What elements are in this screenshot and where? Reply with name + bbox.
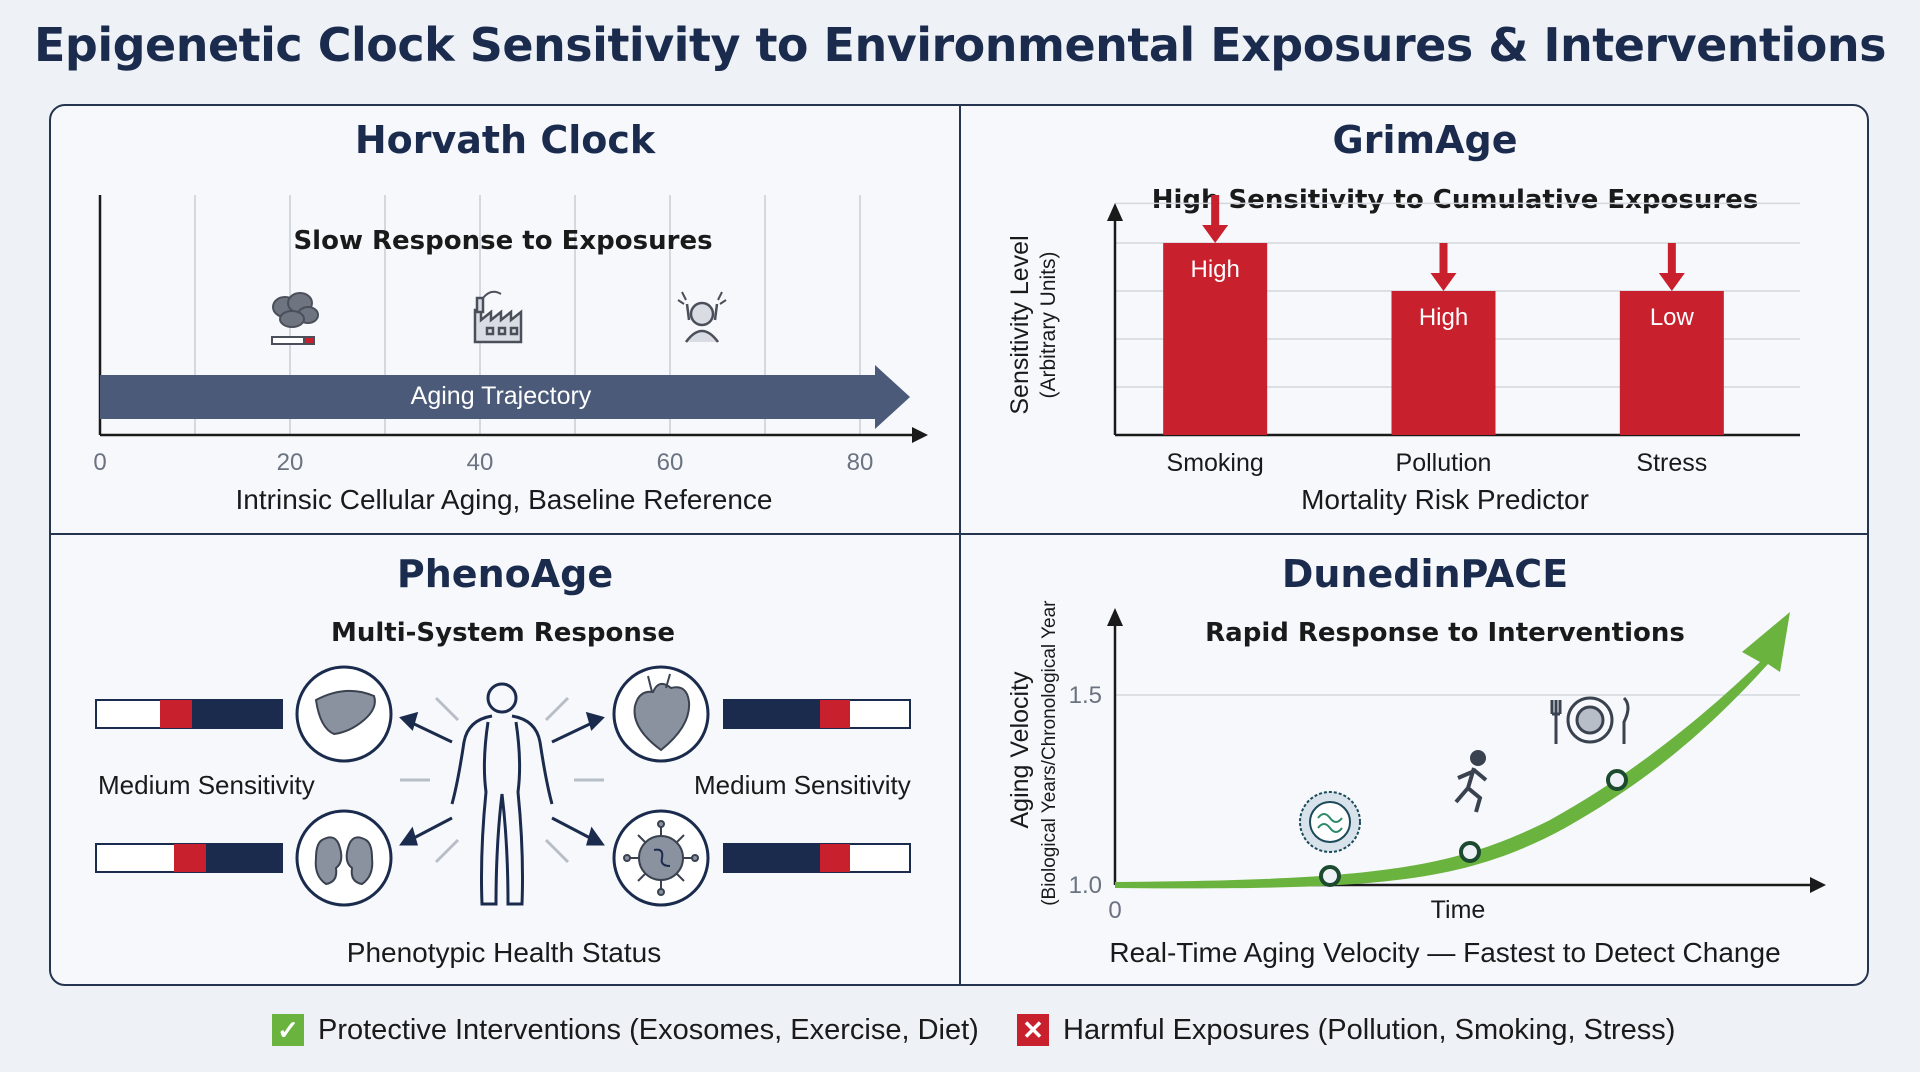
pheno-right-label: Medium Sensitivity (694, 770, 911, 800)
sensitivity-bar-left-top (95, 699, 283, 729)
dunedin-ytick: 1.5 (1069, 682, 1102, 709)
dunedin-caption: Real-Time Aging Velocity — Fastest to De… (1109, 937, 1781, 968)
vertical-divider (959, 104, 961, 986)
legend-protective: ✓ Protective Interventions (Exosomes, Ex… (272, 1012, 979, 1048)
phenoage-subtitle: Multi-System Response (330, 618, 675, 648)
grimage-category-label: Stress (1636, 449, 1707, 477)
running-icon (1454, 750, 1488, 813)
curve-point (1319, 865, 1341, 887)
legend-protective-label: Protective Interventions (Exosomes, Exer… (318, 1013, 979, 1046)
kidney-circle (295, 809, 393, 907)
factory-icon (473, 290, 523, 344)
dunedin-ylabel2: (Biological Years/Chronological Year) (1039, 600, 1060, 906)
dunedin-x0: 0 (1108, 897, 1121, 924)
aging-velocity-curve (1115, 612, 1790, 889)
dunedin-title: DunedinPACE (1281, 552, 1569, 596)
grimage-down-arrow-icon (1202, 195, 1229, 243)
curve-point (1606, 769, 1628, 791)
grimage-bar-label: Low (1650, 304, 1695, 331)
phenoage-caption: Phenotypic Health Status (346, 937, 662, 968)
phenoage-diagram (95, 665, 911, 907)
curve-point (1459, 841, 1481, 863)
liver-icon (314, 689, 376, 736)
legend-harmful-label: Harmful Exposures (Pollution, Smoking, S… (1063, 1013, 1676, 1046)
human-body-icon (450, 682, 554, 906)
horvath-tick: 0 (93, 449, 106, 476)
grimage-bar (1391, 291, 1496, 435)
grimage-category-label: Smoking (1167, 449, 1264, 477)
smoking-icon (271, 292, 319, 345)
dunedin-xlabel: Time (1431, 896, 1486, 924)
horvath-tick: 20 (277, 449, 304, 476)
cross-icon: ✕ (1017, 1014, 1049, 1046)
grimage-chart: High Smoking High Pollution Low Stress Sensit… (1006, 195, 1800, 477)
dunedin-subtitle: Rapid Response to Interventions (1205, 618, 1685, 648)
grimage-subtitle: High Sensitivity to Cumulative Exposures (1151, 185, 1759, 215)
horvath-subtitle: Slow Response to Exposures (293, 226, 713, 256)
grimage-ylabel: Sensitivity Level (1006, 235, 1034, 414)
dunedin-ylabel: Aging Velocity (1006, 671, 1034, 829)
dunedin-chart: 1.5 1.0 0 Time Aging Velocity (Biologica… (1006, 600, 1826, 924)
heart-icon (633, 673, 691, 752)
horvath-caption: Intrinsic Cellular Aging, Baseline Refer… (235, 484, 773, 515)
grimage-down-arrow-icon (1658, 243, 1685, 291)
dunedin-ytick: 1.0 (1069, 872, 1102, 899)
horvath-tick: 60 (657, 449, 684, 476)
grimage-bar (1163, 243, 1268, 435)
horvath-chart: 0 20 40 60 80 Aging Trajectory (93, 195, 928, 476)
legend-harmful: ✕ Harmful Exposures (Pollution, Smoking,… (1017, 1012, 1675, 1048)
pheno-left-label: Medium Sensitivity (98, 770, 315, 800)
aging-trajectory-arrow (100, 365, 910, 429)
grimage-down-arrow-icon (1430, 243, 1457, 291)
grimage-bar-label: High (1419, 304, 1468, 331)
horizontal-divider (49, 533, 1869, 535)
horvath-tick: 40 (467, 449, 494, 476)
exosome-icon (1299, 791, 1361, 853)
grimage-title: GrimAge (1332, 118, 1518, 162)
grimage-bar-label: High (1190, 256, 1239, 283)
grimage-bar (1619, 291, 1724, 435)
page-title: Epigenetic Clock Sensitivity to Environm… (33, 18, 1887, 72)
stress-icon (677, 291, 727, 343)
sensitivity-bar-right-top (723, 699, 911, 729)
sensitivity-bar-left-bottom (95, 843, 283, 873)
horvath-title: Horvath Clock (354, 118, 656, 162)
kidney-icon (314, 836, 374, 886)
immune-cell-icon (623, 820, 699, 896)
grimage-category-label: Pollution (1396, 449, 1492, 477)
grimage-caption: Mortality Risk Predictor (1301, 484, 1589, 515)
check-icon: ✓ (272, 1014, 304, 1046)
aging-trajectory-label: Aging Trajectory (411, 382, 592, 410)
horvath-tick: 80 (847, 449, 874, 476)
diet-icon (1550, 696, 1630, 744)
sensitivity-bar-right-bottom (723, 843, 911, 873)
phenoage-title: PhenoAge (396, 552, 614, 596)
grimage-ylabel2: (Arbitrary Units) (1037, 251, 1060, 398)
